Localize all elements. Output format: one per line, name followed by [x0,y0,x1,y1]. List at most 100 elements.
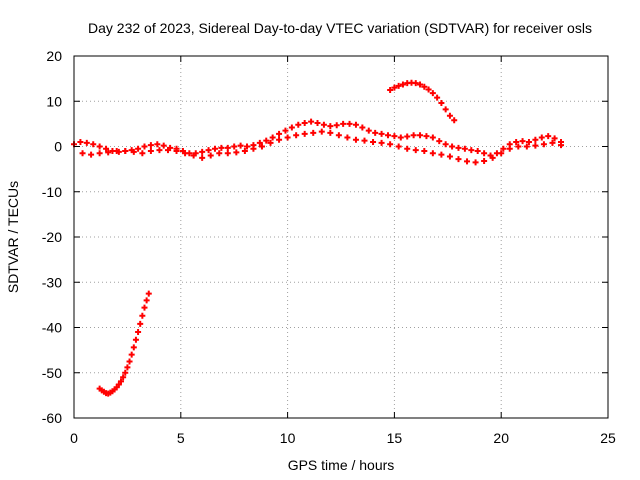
data-point [523,143,530,150]
data-point [284,134,291,141]
data-point [359,124,366,131]
data-point [500,145,507,152]
data-point [417,132,424,139]
data-point [241,148,248,155]
data-point [276,130,283,137]
data-point [352,136,359,143]
y-axis-label: SDTVAR / TECUs [5,181,21,293]
data-point [481,150,488,157]
data-point [391,133,398,140]
data-point [88,151,95,158]
data-point [139,312,146,319]
data-point [237,142,244,149]
data-point [103,145,110,152]
x-tick-label: 20 [493,430,509,446]
data-point [154,141,161,148]
data-point [182,150,189,157]
data-point [429,134,436,141]
data-point [361,137,368,144]
axis-ticks: 0 5 10 15 20 25 -60 -50 -40 -30 -20 -10 0 10 20 [42,48,616,446]
x-tick-label: 15 [387,430,403,446]
data-point [293,132,300,139]
data-points [71,79,565,397]
data-point [145,290,152,297]
series-track-4 [387,79,458,124]
data-point [77,138,84,145]
data-point [378,139,385,146]
data-point [370,138,377,145]
data-point [310,129,317,136]
data-point [461,145,468,152]
data-point [139,150,146,157]
data-point [256,139,263,146]
data-point [96,143,103,150]
data-point [190,152,197,159]
data-point [250,145,257,152]
data-point [429,90,436,97]
data-point [135,145,142,152]
data-point [410,132,417,139]
y-tick-label: 20 [46,48,62,64]
data-point [231,143,238,150]
data-point [318,128,325,135]
data-point [327,129,334,136]
data-point [498,150,505,157]
data-point [472,159,479,166]
x-tick-label: 10 [280,430,296,446]
y-tick-label: 0 [54,139,62,155]
data-point [429,150,436,157]
data-point [199,148,206,155]
grid [74,56,608,418]
data-point [132,336,139,343]
data-point [301,119,308,126]
series-track-3 [96,290,152,397]
data-point [404,145,411,152]
data-point [160,142,167,149]
data-point [436,138,443,145]
data-point [540,141,547,148]
data-point [288,124,295,131]
data-point [122,369,129,376]
data-point [207,152,214,159]
data-point [244,143,251,150]
data-point [124,364,131,371]
data-point [147,142,154,149]
data-point [391,84,398,91]
data-point [399,81,406,88]
data-point [412,80,419,87]
y-tick-label: -50 [42,365,62,381]
data-point [267,139,274,146]
data-point [412,147,419,154]
data-point [320,121,327,128]
data-point [173,148,180,155]
data-point [233,149,240,156]
data-point [137,320,144,327]
data-point [211,145,218,152]
data-point [474,148,481,155]
data-point [130,344,137,351]
data-point [164,147,171,154]
data-point [558,142,565,149]
data-point [421,83,428,90]
x-tick-label: 0 [70,430,78,446]
data-point [90,141,97,148]
data-point [549,139,556,146]
x-axis-label: GPS time / hours [288,457,395,473]
data-point [446,153,453,160]
chart-title: Day 232 of 2023, Sidereal Day-to-day VTE… [88,20,592,36]
data-point [141,143,148,150]
data-point [395,143,402,150]
data-point [489,154,496,161]
data-point [156,147,163,154]
data-point [205,147,212,154]
y-tick-label: -20 [42,229,62,245]
data-point [538,134,545,141]
y-tick-label: -30 [42,274,62,290]
data-point [113,148,120,155]
data-point [515,143,522,150]
data-point [438,151,445,158]
data-point [395,82,402,89]
data-point [130,148,137,155]
data-point [335,132,342,139]
